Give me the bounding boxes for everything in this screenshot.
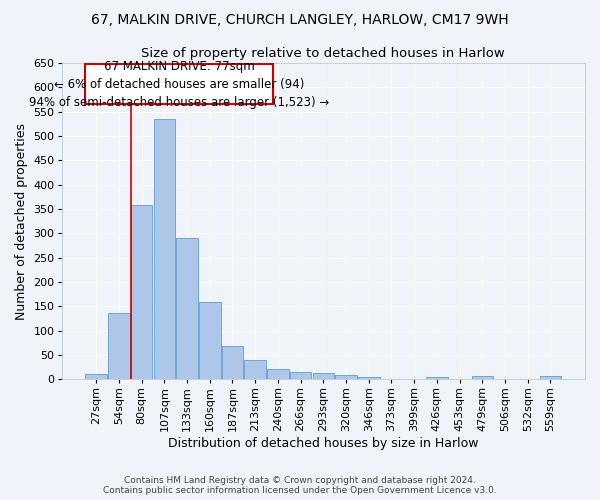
Y-axis label: Number of detached properties: Number of detached properties — [15, 122, 28, 320]
Bar — [199, 302, 221, 380]
X-axis label: Distribution of detached houses by size in Harlow: Distribution of detached houses by size … — [168, 437, 479, 450]
Title: Size of property relative to detached houses in Harlow: Size of property relative to detached ho… — [142, 48, 505, 60]
Bar — [358, 377, 380, 380]
Text: Contains HM Land Registry data © Crown copyright and database right 2024.
Contai: Contains HM Land Registry data © Crown c… — [103, 476, 497, 495]
Bar — [176, 238, 198, 380]
Bar — [244, 360, 266, 380]
Bar — [539, 376, 561, 380]
Bar — [472, 376, 493, 380]
Bar — [108, 312, 130, 380]
Bar — [335, 374, 357, 380]
Text: 67 MALKIN DRIVE: 77sqm
← 6% of detached houses are smaller (94)
94% of semi-deta: 67 MALKIN DRIVE: 77sqm ← 6% of detached … — [29, 60, 329, 108]
Text: 67, MALKIN DRIVE, CHURCH LANGLEY, HARLOW, CM17 9WH: 67, MALKIN DRIVE, CHURCH LANGLEY, HARLOW… — [91, 12, 509, 26]
Bar — [267, 368, 289, 380]
Bar — [154, 119, 175, 380]
Bar — [426, 377, 448, 380]
Bar — [313, 373, 334, 380]
Bar — [131, 205, 152, 380]
Bar — [221, 346, 243, 380]
Bar — [290, 372, 311, 380]
Bar — [85, 64, 274, 104]
Bar — [85, 374, 107, 380]
